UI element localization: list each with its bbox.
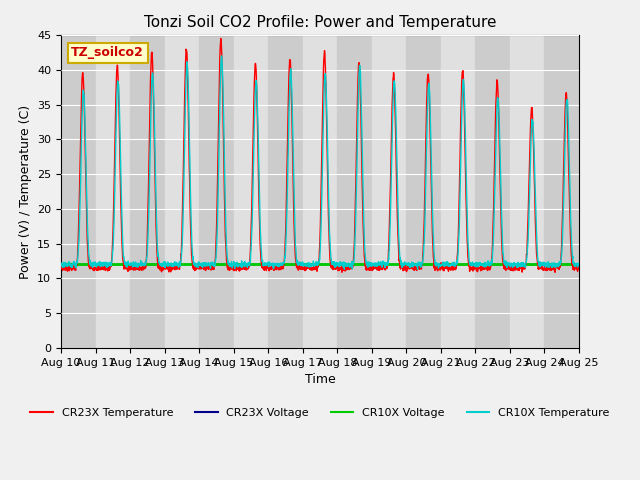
CR23X Voltage: [470, 262, 478, 268]
CR23X Temperature: [470, 266, 478, 272]
CR23X Temperature: [346, 265, 354, 271]
CR23X Temperature: [529, 140, 537, 145]
Bar: [337, 36, 372, 348]
CR23X Temperature: [544, 265, 552, 271]
CR10X Voltage: [346, 262, 354, 267]
CR23X Voltage: [531, 261, 538, 267]
CR10X Temperature: [544, 262, 552, 268]
Bar: [441, 36, 476, 348]
CR23X Voltage: [346, 262, 354, 267]
Bar: [510, 36, 545, 348]
Bar: [406, 36, 441, 348]
CR23X Temperature: [551, 269, 559, 275]
CR23X Temperature: [575, 267, 583, 273]
Bar: [303, 36, 337, 348]
CR10X Voltage: [335, 262, 342, 267]
CR10X Voltage: [202, 262, 209, 267]
X-axis label: Time: Time: [305, 373, 335, 386]
CR23X Temperature: [335, 266, 342, 272]
CR23X Voltage: [202, 262, 209, 267]
CR10X Temperature: [346, 261, 354, 266]
Bar: [234, 36, 268, 348]
Bar: [476, 36, 510, 348]
Line: CR23X Voltage: CR23X Voltage: [61, 264, 579, 265]
CR23X Voltage: [575, 262, 583, 267]
Bar: [61, 36, 95, 348]
Bar: [164, 36, 199, 348]
Bar: [199, 36, 234, 348]
CR10X Voltage: [470, 262, 478, 267]
CR23X Voltage: [426, 262, 433, 268]
CR23X Temperature: [217, 36, 225, 41]
Bar: [268, 36, 303, 348]
CR23X Voltage: [529, 262, 537, 267]
Line: CR10X Temperature: CR10X Temperature: [61, 56, 579, 269]
CR10X Temperature: [575, 260, 583, 266]
CR10X Voltage: [529, 262, 537, 267]
Bar: [372, 36, 406, 348]
CR10X Temperature: [202, 262, 209, 268]
CR10X Voltage: [575, 262, 583, 267]
Legend: CR23X Temperature, CR23X Voltage, CR10X Voltage, CR10X Temperature: CR23X Temperature, CR23X Voltage, CR10X …: [26, 403, 614, 422]
Line: CR23X Temperature: CR23X Temperature: [61, 38, 579, 272]
CR10X Voltage: [544, 262, 552, 267]
CR10X Temperature: [530, 138, 538, 144]
Y-axis label: Power (V) / Temperature (C): Power (V) / Temperature (C): [19, 105, 31, 278]
Bar: [95, 36, 130, 348]
CR10X Temperature: [218, 53, 225, 59]
CR23X Temperature: [202, 268, 209, 274]
CR10X Temperature: [335, 261, 342, 267]
CR10X Temperature: [471, 261, 479, 266]
CR10X Temperature: [57, 260, 65, 266]
Bar: [130, 36, 164, 348]
CR23X Voltage: [335, 262, 342, 267]
CR10X Temperature: [413, 266, 421, 272]
Bar: [545, 36, 579, 348]
CR10X Voltage: [57, 262, 65, 267]
Title: Tonzi Soil CO2 Profile: Power and Temperature: Tonzi Soil CO2 Profile: Power and Temper…: [144, 15, 496, 30]
CR23X Temperature: [57, 263, 65, 268]
Text: TZ_soilco2: TZ_soilco2: [72, 46, 144, 59]
CR23X Voltage: [544, 262, 552, 267]
CR23X Voltage: [57, 262, 65, 267]
